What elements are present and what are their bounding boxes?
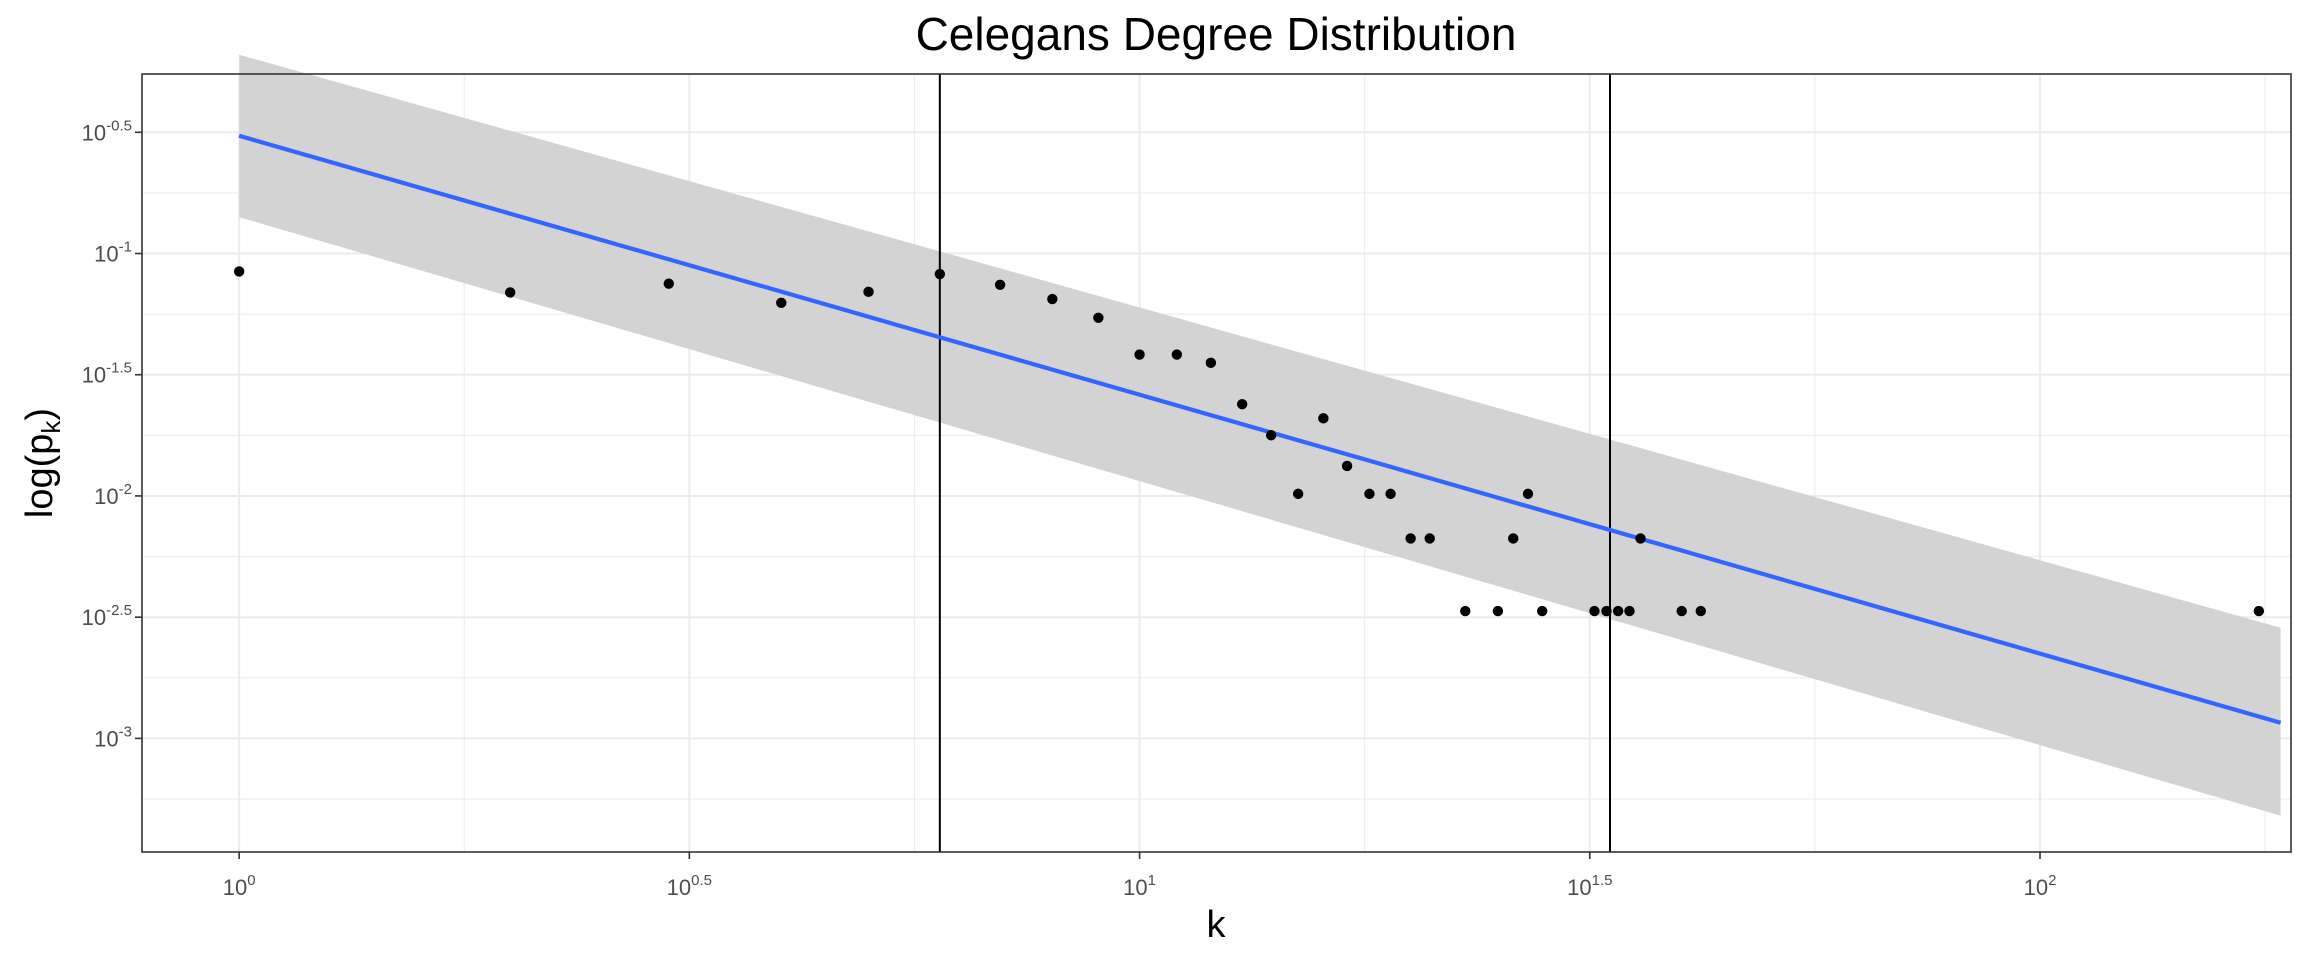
data-point — [1601, 605, 1612, 617]
x-tick-label: 102 — [2024, 872, 2057, 900]
x-tick-exponent: 0.5 — [691, 872, 712, 889]
data-point — [1292, 488, 1304, 500]
data-point — [1318, 413, 1329, 424]
y-axis-ticks: 10-0.510-110-1.510-210-2.510-3 — [82, 117, 142, 751]
x-tick-base: 10 — [1567, 875, 1591, 900]
data-point — [1341, 460, 1353, 472]
x-tick-exponent: 1.5 — [1592, 872, 1613, 889]
y-axis-label-subscript: k — [36, 420, 66, 434]
x-axis-label: k — [1207, 904, 1227, 946]
data-point — [1171, 349, 1183, 360]
data-point — [1385, 488, 1396, 500]
y-tick-exponent: -1 — [119, 239, 132, 256]
x-tick-label: 100 — [223, 872, 256, 900]
y-tick-base: 10 — [82, 605, 106, 630]
y-tick-exponent: -0.5 — [106, 117, 132, 134]
x-tick-base: 10 — [223, 875, 247, 900]
data-point — [1589, 605, 1600, 617]
data-point — [1236, 399, 1248, 410]
data-point — [233, 266, 245, 277]
data-point — [1364, 488, 1375, 500]
data-point — [934, 268, 946, 280]
data-point — [1134, 349, 1145, 360]
chart-title: Celegans Degree Distribution — [916, 8, 1517, 60]
plot-panel — [141, 54, 2292, 853]
data-point — [1492, 605, 1504, 617]
y-axis-label: log(pk) — [19, 408, 66, 518]
data-point — [1612, 605, 1624, 617]
x-tick-base: 10 — [2024, 875, 2048, 900]
y-tick-exponent: -3 — [119, 723, 132, 740]
data-point — [505, 287, 516, 298]
data-points — [233, 266, 2265, 617]
x-tick-base: 10 — [667, 875, 691, 900]
confidence-band — [239, 54, 2281, 816]
data-point — [1424, 533, 1435, 544]
x-axis-ticks: 100 100.5 101 101.5 102 — [223, 852, 2057, 900]
y-tick-label: 10-2 — [94, 481, 132, 509]
y-tick-label: 10-2.5 — [82, 602, 132, 630]
y-tick-base: 10 — [82, 363, 106, 388]
x-tick-label: 100.5 — [667, 872, 712, 900]
y-tick-exponent: -1.5 — [106, 360, 132, 377]
y-tick-base: 10 — [94, 726, 118, 751]
data-point — [1265, 430, 1277, 441]
x-tick-label: 101 — [1123, 872, 1156, 900]
y-tick-label: 10-1 — [94, 239, 132, 267]
data-point — [1460, 605, 1471, 617]
y-tick-label: 10-1.5 — [82, 360, 132, 388]
y-tick-base: 10 — [82, 120, 106, 145]
data-point — [1405, 533, 1416, 544]
data-point — [1695, 605, 1706, 617]
y-tick-exponent: -2.5 — [106, 602, 132, 619]
y-axis-label-main: log(p — [19, 434, 61, 519]
x-tick-exponent: 0 — [247, 872, 255, 889]
x-tick-base: 10 — [1123, 875, 1147, 900]
x-tick-label: 101.5 — [1567, 872, 1612, 900]
regression-line — [238, 133, 2282, 725]
x-tick-exponent: 2 — [2048, 872, 2056, 889]
y-tick-label: 10-0.5 — [82, 117, 132, 145]
data-point — [1537, 605, 1548, 617]
data-point — [863, 286, 874, 298]
y-axis-label-close: ) — [19, 408, 61, 421]
x-tick-exponent: 1 — [1148, 872, 1156, 889]
data-point — [1205, 357, 1217, 369]
y-tick-base: 10 — [94, 484, 118, 509]
data-point — [663, 278, 674, 289]
data-point — [1676, 605, 1687, 617]
data-point — [1047, 293, 1058, 305]
data-point — [1508, 533, 1519, 544]
vertical-reference-lines — [938, 74, 1612, 852]
data-point — [1093, 312, 1104, 324]
data-point — [776, 297, 787, 309]
data-point — [2253, 605, 2265, 617]
y-tick-base: 10 — [94, 242, 118, 267]
panel-border — [141, 73, 2292, 853]
data-point — [1624, 605, 1635, 617]
y-tick-label: 10-3 — [94, 723, 132, 751]
data-point — [1522, 488, 1534, 500]
data-point — [1635, 533, 1646, 544]
data-point — [994, 279, 1006, 290]
y-tick-exponent: -2 — [119, 481, 132, 498]
